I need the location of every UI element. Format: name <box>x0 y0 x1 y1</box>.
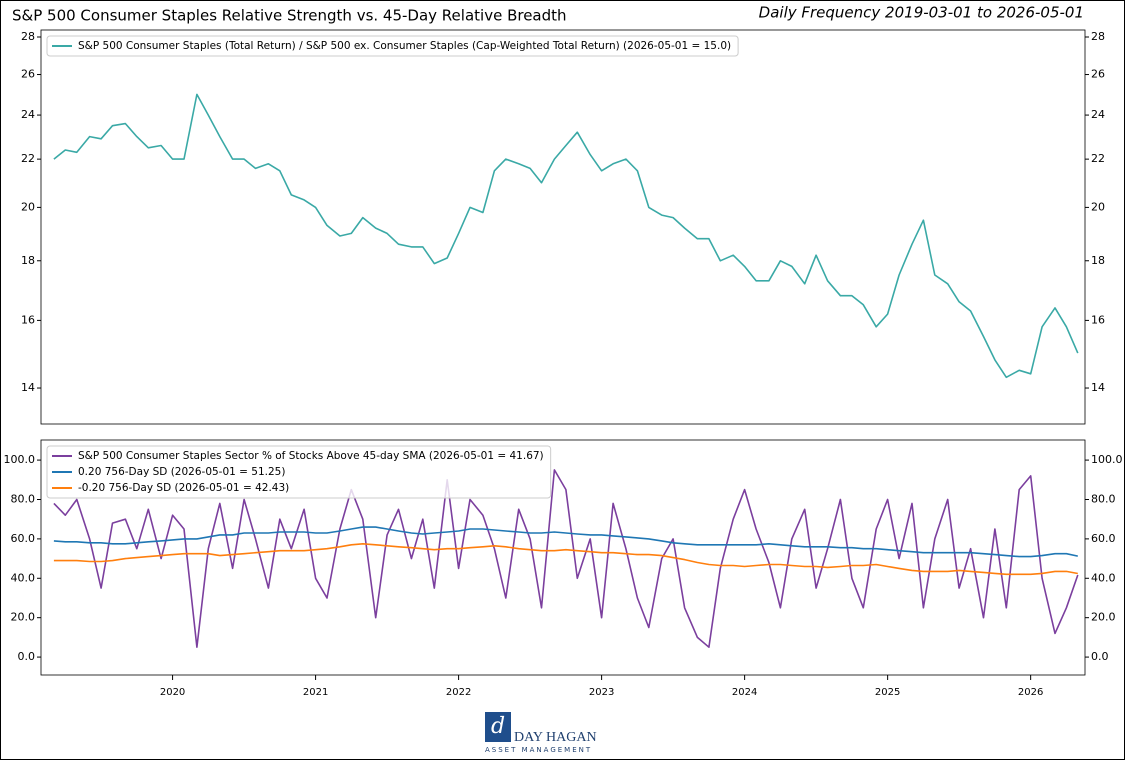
legend-box <box>46 35 739 57</box>
x-tick-label: 2026 <box>1018 687 1043 698</box>
y-tick-label-right: 26 <box>1091 68 1105 81</box>
legend-label: 0.20 756-Day SD (2026-05-01 = 51.25) <box>78 466 285 478</box>
legend-label: S&P 500 Consumer Staples Sector % of Sto… <box>78 450 544 462</box>
series-line <box>53 469 1079 648</box>
chart-subtitle: Daily Frequency 2019-03-01 to 2026-05-01 <box>759 4 1084 22</box>
y-tick-label: 20 <box>21 200 35 213</box>
y-tick-label-right: 0.0 <box>1091 650 1109 663</box>
logo-mark <box>485 712 511 742</box>
y-tick-label-right: 16 <box>1091 313 1105 326</box>
y-tick-label: 40.0 <box>11 571 36 584</box>
y-tick-label: 100.0 <box>4 453 36 466</box>
logo: d DAY HAGAN ASSET MANAGEMENT <box>485 712 597 754</box>
y-tick-label: 26 <box>21 68 35 81</box>
y-tick-label-right: 80.0 <box>1091 492 1116 505</box>
y-tick-label: 16 <box>21 313 35 326</box>
y-tick-label-right: 20 <box>1091 200 1105 213</box>
x-tick-label: 2021 <box>303 687 328 698</box>
x-tick-label: 2023 <box>589 687 614 698</box>
y-tick-label-right: 100.0 <box>1091 453 1123 466</box>
y-tick-label: 24 <box>21 108 35 121</box>
y-tick-label: 18 <box>21 254 35 267</box>
legend-label: S&P 500 Consumer Staples (Total Return) … <box>78 40 731 52</box>
y-tick-label: 80.0 <box>11 492 36 505</box>
plot-frame <box>40 29 1086 425</box>
logo-letter: d <box>491 714 505 739</box>
legend-box <box>46 445 552 499</box>
series-line <box>53 526 1078 558</box>
y-tick-label-right: 24 <box>1091 108 1105 121</box>
y-tick-label-right: 28 <box>1091 30 1105 43</box>
y-tick-label: 20.0 <box>11 611 36 624</box>
legend-label: -0.20 756-Day SD (2026-05-01 = 42.43) <box>78 482 289 494</box>
chart-title: S&P 500 Consumer Staples Relative Streng… <box>12 7 567 25</box>
y-tick-label: 22 <box>21 152 35 165</box>
y-tick-label-right: 60.0 <box>1091 532 1116 545</box>
series-line <box>53 93 1079 379</box>
y-tick-label: 60.0 <box>11 532 36 545</box>
y-tick-label: 0.0 <box>18 650 36 663</box>
y-tick-label-right: 20.0 <box>1091 611 1116 624</box>
x-tick-label: 2024 <box>732 687 757 698</box>
x-tick-label: 2022 <box>446 687 471 698</box>
logo-tagline: ASSET MANAGEMENT <box>485 746 592 754</box>
y-tick-label-right: 18 <box>1091 254 1105 267</box>
series-line <box>53 543 1078 576</box>
plot-frame <box>40 439 1086 676</box>
logo-brand: DAY HAGAN <box>514 730 597 745</box>
x-tick-label: 2020 <box>160 687 185 698</box>
y-tick-label-right: 40.0 <box>1091 571 1116 584</box>
y-tick-label-right: 22 <box>1091 152 1105 165</box>
y-tick-label: 14 <box>21 381 35 394</box>
y-tick-label: 28 <box>21 30 35 43</box>
y-tick-label-right: 14 <box>1091 381 1105 394</box>
x-tick-label: 2025 <box>875 687 900 698</box>
